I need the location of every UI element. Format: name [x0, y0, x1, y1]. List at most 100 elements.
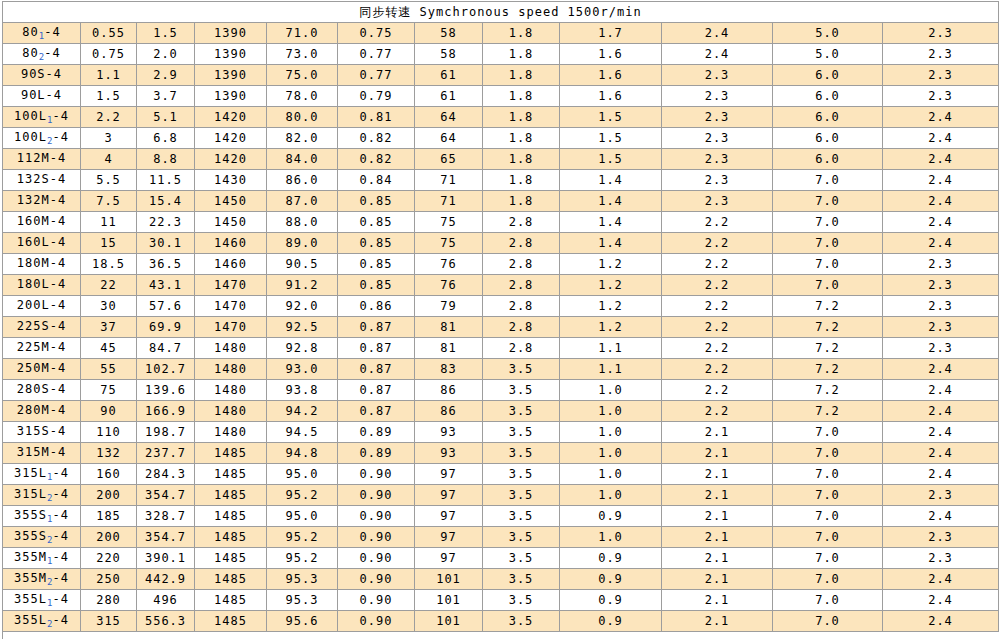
table-row: 180M-418.536.5146090.50.85762.81.22.27.0… — [3, 254, 999, 275]
table-cell: 2.3 — [883, 65, 999, 86]
table-cell: 95.0 — [267, 506, 338, 527]
table-cell: 2.3 — [662, 65, 773, 86]
table-cell: 2.3 — [883, 23, 999, 44]
table-cell: 0.77 — [338, 44, 415, 65]
table-cell: 1.5 — [560, 128, 662, 149]
table-cell: 92.5 — [267, 317, 338, 338]
table-cell: 3.5 — [483, 359, 560, 380]
table-cell: 2.3 — [883, 485, 999, 506]
model-cell: 280M-4 — [3, 401, 81, 422]
table-cell: 2.1 — [662, 422, 773, 443]
table-cell: 4 — [81, 149, 137, 170]
table-cell: 3.5 — [483, 401, 560, 422]
table-cell: 0.89 — [338, 443, 415, 464]
table-left-border-continuation — [2, 631, 3, 639]
table-cell: 237.7 — [137, 443, 195, 464]
table-cell: 0.9 — [560, 569, 662, 590]
table-cell: 7.2 — [773, 401, 883, 422]
table-cell: 6.0 — [773, 107, 883, 128]
model-text: -4 — [50, 319, 66, 333]
model-text: -4 — [52, 487, 68, 501]
table-cell: 354.7 — [137, 527, 195, 548]
model-text: -4 — [50, 298, 66, 312]
table-cell: 88.0 — [267, 212, 338, 233]
table-row: 225M-44584.7148092.80.87812.81.12.27.22.… — [3, 338, 999, 359]
table-cell: 139.6 — [137, 380, 195, 401]
table-cell: 30 — [81, 296, 137, 317]
table-cell: 2.3 — [883, 338, 999, 359]
table-cell: 101 — [415, 611, 483, 632]
model-text: -4 — [50, 235, 66, 249]
table-cell: 160 — [81, 464, 137, 485]
table-cell: 7.0 — [773, 170, 883, 191]
model-cell: 355L1-4 — [3, 590, 81, 611]
model-cell: 90L-4 — [3, 86, 81, 107]
table-row: 802-40.752.0139073.00.77581.81.62.45.02.… — [3, 44, 999, 65]
table-cell: 7.0 — [773, 611, 883, 632]
table-cell: 0.82 — [338, 149, 415, 170]
table-cell: 1390 — [195, 86, 267, 107]
table-cell: 0.87 — [338, 338, 415, 359]
table-cell: 7.0 — [773, 191, 883, 212]
model-cell: 315S-4 — [3, 422, 81, 443]
table-cell: 57.6 — [137, 296, 195, 317]
table-cell: 2.1 — [662, 590, 773, 611]
table-cell: 7.0 — [773, 590, 883, 611]
model-text: -4 — [50, 214, 66, 228]
table-cell: 2.3 — [883, 548, 999, 569]
table-row: 280M-490166.9148094.20.87863.51.02.27.22… — [3, 401, 999, 422]
table-cell: 2.4 — [883, 506, 999, 527]
table-cell: 1.0 — [560, 527, 662, 548]
table-cell: 2.4 — [883, 128, 999, 149]
table-cell: 7.0 — [773, 506, 883, 527]
model-text: 355M — [14, 571, 47, 585]
table-cell: 0.75 — [81, 44, 137, 65]
table-cell: 5.0 — [773, 44, 883, 65]
table-cell: 7.0 — [773, 422, 883, 443]
model-text: 315L — [14, 487, 47, 501]
table-row: 90S-41.12.9139075.00.77611.81.62.36.02.3 — [3, 65, 999, 86]
table-cell: 1420 — [195, 128, 267, 149]
table-cell: 2.8 — [483, 296, 560, 317]
table-cell: 1.2 — [560, 254, 662, 275]
table-cell: 83 — [415, 359, 483, 380]
table-cell: 75 — [415, 212, 483, 233]
table-cell: 95.0 — [267, 464, 338, 485]
table-row: 132S-45.511.5143086.00.84711.81.42.37.02… — [3, 170, 999, 191]
table-cell: 7.0 — [773, 464, 883, 485]
table-cell: 80.0 — [267, 107, 338, 128]
table-cell: 2.4 — [883, 422, 999, 443]
table-cell: 86 — [415, 380, 483, 401]
table-cell: 2.3 — [883, 317, 999, 338]
table-cell: 1.2 — [560, 296, 662, 317]
table-cell: 101 — [415, 590, 483, 611]
table-cell: 1.8 — [483, 128, 560, 149]
model-cell: 355M1-4 — [3, 548, 81, 569]
table-cell: 1.1 — [81, 65, 137, 86]
table-cell: 132 — [81, 443, 137, 464]
model-text: -4 — [50, 382, 66, 396]
table-cell: 2.8 — [483, 338, 560, 359]
table-cell: 280 — [81, 590, 137, 611]
table-cell: 2.3 — [883, 86, 999, 107]
table-cell: 7.2 — [773, 296, 883, 317]
table-cell: 11 — [81, 212, 137, 233]
table-row: 90L-41.53.7139078.00.79611.81.62.36.02.3 — [3, 86, 999, 107]
table-cell: 315 — [81, 611, 137, 632]
table-cell: 2.1 — [662, 485, 773, 506]
table-cell: 1.8 — [483, 65, 560, 86]
table-cell: 1485 — [195, 485, 267, 506]
table-cell: 1450 — [195, 212, 267, 233]
table-cell: 2.3 — [883, 527, 999, 548]
table-cell: 1.8 — [483, 86, 560, 107]
table-cell: 94.2 — [267, 401, 338, 422]
table-cell: 1480 — [195, 380, 267, 401]
table-cell: 75 — [415, 233, 483, 254]
table-cell: 1.1 — [560, 338, 662, 359]
table-cell: 71.0 — [267, 23, 338, 44]
table-cell: 86 — [415, 401, 483, 422]
table-cell: 7.0 — [773, 569, 883, 590]
model-text: 90L — [21, 88, 46, 102]
table-row: 225S-43769.9147092.50.87812.81.22.27.22.… — [3, 317, 999, 338]
table-cell: 2.2 — [662, 338, 773, 359]
